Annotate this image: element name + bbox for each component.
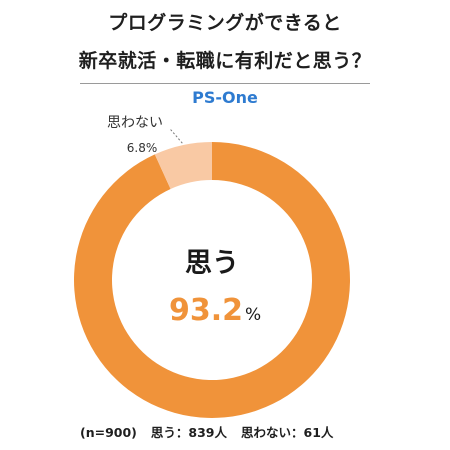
center-slice-label: 思う <box>185 248 239 279</box>
minor-slice-value: 6.8% <box>127 141 158 155</box>
minor-slice-leader-line <box>169 128 183 144</box>
brand-label: PS-One <box>192 88 258 107</box>
donut-slice-0 <box>74 142 351 418</box>
footer-sample-size: (n=900) <box>80 425 137 440</box>
title-divider <box>80 83 370 84</box>
center-slice-unit: % <box>245 305 261 325</box>
sample-footer: (n=900) 思う：839人 思わない：61人 <box>80 422 347 441</box>
center-slice-value: 93.2 <box>169 293 243 328</box>
chart-title-line-2: 新卒就活・転職に有利だと思う？ <box>78 50 372 72</box>
footer-no-count: 思わない：61人 <box>241 425 334 440</box>
minor-slice-label: 思わない <box>107 115 163 131</box>
donut-slice-1 <box>154 142 212 189</box>
footer-yes-count: 思う：839人 <box>150 425 227 440</box>
chart-title-line-1: プログラミングができると <box>108 12 342 34</box>
